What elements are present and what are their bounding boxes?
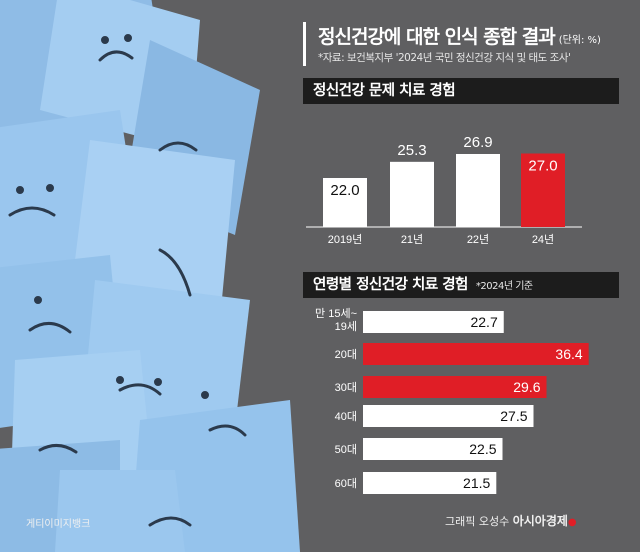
chart2-note: *2024년 기준 xyxy=(475,281,533,292)
chart1-bar-1 xyxy=(390,161,434,227)
page-title: 정신건강에 대한 인식 종합 결과 (단위: %) xyxy=(318,26,601,48)
chart1-bar-2 xyxy=(456,153,500,227)
chart1-value-label-2: 26.9 xyxy=(463,134,492,151)
chart2-category-label-0-line0: 만 15세~ xyxy=(315,307,357,320)
chart2-bar-4 xyxy=(363,438,503,460)
chart1-value-label-3: 27.0 xyxy=(528,158,557,175)
chart1-value-label-0: 22.0 xyxy=(330,182,359,199)
source-note: *자료: 보건복지부 '2024년 국민 정신건강 지식 및 태도 조사' xyxy=(318,52,571,64)
chart2-bar-3 xyxy=(363,405,534,427)
chart2-category-label-3: 40대 xyxy=(335,410,357,423)
sticky-notes xyxy=(0,0,300,552)
sad-faces xyxy=(8,34,247,527)
chart1-category-label-2: 22년 xyxy=(467,233,489,246)
unit-label: (단위: %) xyxy=(558,35,601,46)
chart2-value-label-0: 22.7 xyxy=(470,314,497,330)
chart1-bar-3 xyxy=(521,153,565,227)
title-accent-bar xyxy=(303,22,306,66)
chart1-category-label-3: 24년 xyxy=(532,233,554,246)
chart2-value-label-1: 36.4 xyxy=(555,346,582,362)
chart2-bar-1 xyxy=(363,343,589,365)
chart2-value-label-2: 29.6 xyxy=(513,379,540,395)
chart1-category-label-1: 21년 xyxy=(401,233,423,246)
chart2-bar-2 xyxy=(363,376,547,398)
chart1-category-label-0: 2019년 xyxy=(328,233,363,246)
photo-credit: 게티이미지뱅크 xyxy=(26,519,91,530)
chart2-title: 연령별 정신건강 치료 경험 xyxy=(313,277,468,293)
chart2-category-label-2: 30대 xyxy=(335,381,357,394)
chart2-category-label-4: 50대 xyxy=(335,443,357,456)
chart1-bar-0 xyxy=(323,178,367,227)
chart2-header: 연령별 정신건강 치료 경험 *2024년 기준 xyxy=(303,272,619,298)
chart2-value-label-5: 21.5 xyxy=(463,475,490,491)
chart2-bar-0 xyxy=(363,311,504,333)
chart2-value-label-3: 27.5 xyxy=(500,408,527,424)
chart2-bar-5 xyxy=(363,472,497,494)
brand-logo-text: 아시아경제 xyxy=(512,514,568,528)
chart2-value-label-4: 22.5 xyxy=(469,441,496,457)
chart1-value-label-1: 25.3 xyxy=(397,142,426,159)
chart1-header: 정신건강 문제 치료 경험 xyxy=(303,78,619,104)
chart2-category-label-1: 20대 xyxy=(335,348,357,361)
graphic-credit: 그래픽 오성수 아시아경제● xyxy=(445,514,577,528)
chart2-category-label-0-line1: 19세 xyxy=(335,320,357,333)
chart1-title: 정신건강 문제 치료 경험 xyxy=(313,83,456,99)
chart2-category-label-5: 60대 xyxy=(335,477,357,490)
